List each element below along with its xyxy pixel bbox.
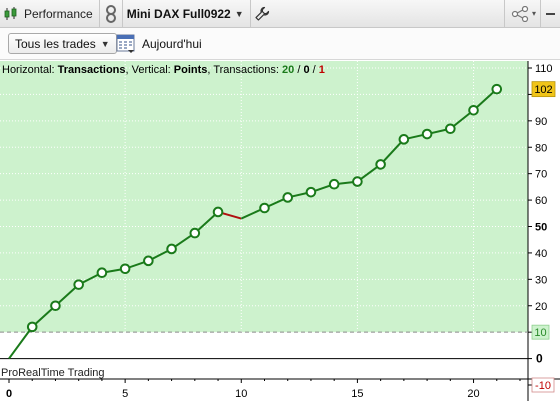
data-point[interactable]	[421, 128, 433, 140]
date-range-label[interactable]: Aujourd'hui	[142, 37, 202, 51]
current-value-badge: 102	[531, 81, 556, 98]
reference-low-label: -10	[535, 380, 551, 392]
share-button[interactable]: ▾	[503, 0, 540, 28]
y-axis-ticks: 110 90 80 70 60 50 40 30 20	[528, 63, 553, 386]
winning-segment	[379, 138, 405, 166]
y-tick-label: 60	[535, 195, 547, 207]
data-point[interactable]	[166, 243, 177, 255]
chart-info-line: Horizontal: Transactions, Vertical: Poin…	[2, 64, 325, 76]
data-point[interactable]	[468, 104, 479, 116]
data-point[interactable]	[352, 176, 363, 187]
chevron-down-icon: ▾	[531, 9, 536, 18]
x-tick-label: 20	[467, 388, 479, 400]
data-point[interactable]	[212, 206, 224, 218]
data-point[interactable]	[26, 321, 38, 333]
y-tick-label: 50	[535, 222, 547, 234]
chevron-down-icon: ▼	[234, 8, 244, 19]
candlestick-icon	[0, 3, 22, 25]
positive-zone-fill	[0, 61, 528, 333]
equity-curve-chart[interactable]: 110 90 80 70 60 50 40 30 20 0 5 10 15 20 Horizontal:…	[0, 61, 560, 401]
data-point[interactable]	[96, 267, 108, 279]
data-point[interactable]	[282, 192, 294, 203]
data-point[interactable]	[259, 202, 270, 214]
reference-high-label: 10	[534, 327, 546, 339]
chevron-down-icon: ▼	[100, 38, 110, 49]
data-point[interactable]	[398, 134, 410, 145]
data-point[interactable]	[73, 279, 84, 290]
data-point[interactable]	[119, 263, 131, 275]
panel-label: Performance	[24, 6, 93, 21]
data-point[interactable]	[189, 227, 201, 239]
performance-panel-selector[interactable]: Performance	[0, 0, 100, 28]
trades-dropdown-value: Tous les trades	[15, 36, 96, 51]
x-tick-label: 15	[351, 388, 363, 400]
zero-value-label: 0	[536, 352, 543, 366]
y-tick-label: 80	[535, 142, 547, 154]
filter-row: Tous les trades ▼ Aujourd'hui	[0, 28, 560, 60]
minimize-icon	[546, 12, 555, 15]
link-icon	[100, 3, 122, 25]
current-value-label: 102	[534, 84, 552, 96]
wrench-icon	[251, 3, 273, 25]
x-tick-label: 10	[235, 388, 247, 400]
settings-button[interactable]	[251, 0, 273, 28]
trades-dropdown[interactable]: Tous les trades ▼	[8, 33, 117, 54]
reference-low-badge: -10	[531, 377, 555, 393]
top-toolbar: Performance Mini DAX Full0922 ▼	[0, 0, 560, 28]
link-button[interactable]	[100, 0, 123, 28]
y-tick-label: 90	[535, 116, 547, 128]
minimize-button[interactable]	[540, 0, 560, 28]
x-tick-label: 0	[6, 388, 12, 400]
data-point[interactable]	[328, 178, 340, 190]
y-tick-label: 30	[535, 274, 547, 286]
data-point[interactable]	[445, 123, 456, 135]
y-tick-label: 20	[535, 301, 547, 313]
data-point[interactable]	[305, 186, 317, 198]
y-tick-label: 110	[535, 63, 553, 75]
branding-label: ProRealTime Trading	[1, 367, 105, 379]
x-axis-ticks: 0 5 10 15 20	[6, 379, 544, 400]
instrument-selector[interactable]: Mini DAX Full0922 ▼	[123, 0, 251, 28]
y-tick-label: 70	[535, 169, 547, 181]
calendar-icon[interactable]	[116, 33, 136, 57]
winning-segment	[8, 326, 34, 360]
data-point[interactable]	[143, 255, 154, 267]
reference-high-badge: 10	[531, 324, 550, 340]
data-point[interactable]	[375, 159, 386, 170]
share-icon	[509, 3, 531, 25]
x-tick-label: 5	[122, 388, 128, 400]
data-point[interactable]	[491, 83, 503, 95]
data-point[interactable]	[50, 300, 61, 312]
performance-chart[interactable]: 110 90 80 70 60 50 40 30 20 0 5 10 15 20 Horizontal:…	[0, 61, 560, 401]
y-tick-label: 40	[535, 248, 547, 260]
instrument-name: Mini DAX Full0922	[126, 6, 231, 21]
equity-points	[26, 83, 503, 333]
